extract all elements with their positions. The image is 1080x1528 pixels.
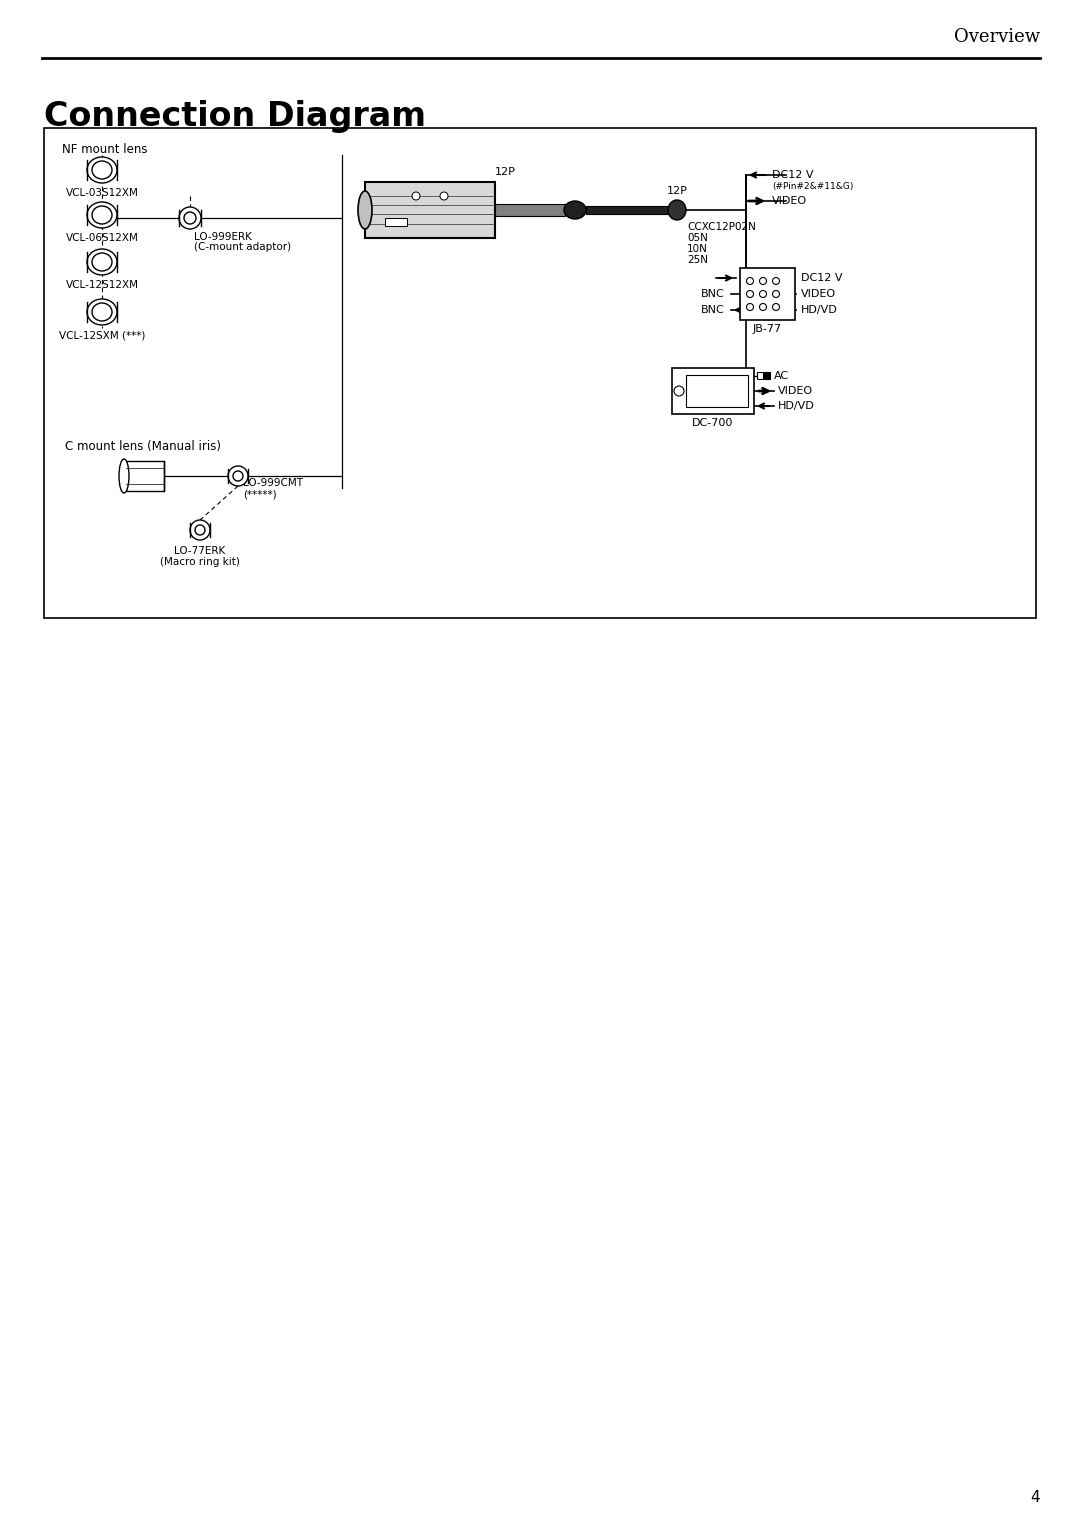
Ellipse shape	[564, 202, 586, 219]
Text: Overview: Overview	[954, 28, 1040, 46]
Bar	[384, 219, 407, 226]
Ellipse shape	[119, 458, 129, 494]
Ellipse shape	[357, 191, 372, 229]
Bar	[757, 371, 762, 379]
Ellipse shape	[184, 212, 195, 225]
Text: 12P: 12P	[495, 167, 515, 177]
Ellipse shape	[92, 206, 112, 225]
Ellipse shape	[92, 303, 112, 321]
Text: (#Pin#2&#11&G): (#Pin#2&#11&G)	[772, 182, 853, 191]
Text: (Macro ring kit): (Macro ring kit)	[160, 558, 240, 567]
Text: VIDEO: VIDEO	[778, 387, 813, 396]
Circle shape	[674, 387, 684, 396]
Circle shape	[772, 290, 780, 298]
Text: (C-mount adaptor): (C-mount adaptor)	[194, 241, 292, 252]
Text: AC: AC	[774, 371, 789, 380]
Text: VCL-06S12XM: VCL-06S12XM	[66, 232, 138, 243]
Ellipse shape	[228, 466, 248, 486]
Text: Connection Diagram: Connection Diagram	[44, 99, 426, 133]
Ellipse shape	[190, 520, 210, 539]
Circle shape	[746, 278, 754, 284]
Text: DC12 V: DC12 V	[772, 170, 813, 180]
Circle shape	[746, 290, 754, 298]
Ellipse shape	[233, 471, 243, 481]
Bar	[686, 374, 748, 406]
Text: HD/VD: HD/VD	[778, 400, 814, 411]
Text: DC-700: DC-700	[692, 419, 733, 428]
Circle shape	[772, 304, 780, 310]
Circle shape	[746, 304, 754, 310]
Ellipse shape	[179, 206, 201, 229]
Text: 4: 4	[1030, 1490, 1040, 1505]
Text: VCL-12S12XM: VCL-12S12XM	[66, 280, 138, 290]
Bar	[740, 267, 795, 319]
Bar	[44, 128, 1036, 617]
Text: DC12 V: DC12 V	[801, 274, 842, 283]
Text: BNC: BNC	[701, 289, 725, 299]
Text: LO-999CMT: LO-999CMT	[243, 478, 303, 487]
Bar	[672, 368, 754, 414]
Circle shape	[759, 290, 767, 298]
Ellipse shape	[87, 202, 117, 228]
Bar	[365, 182, 495, 238]
Text: C mount lens (Manual iris): C mount lens (Manual iris)	[65, 440, 221, 452]
Bar	[764, 371, 770, 379]
Ellipse shape	[195, 526, 205, 535]
Ellipse shape	[87, 249, 117, 275]
Text: LO-77ERK: LO-77ERK	[174, 545, 226, 556]
Text: BNC: BNC	[701, 306, 725, 315]
Text: (*****): (*****)	[243, 489, 276, 500]
Ellipse shape	[669, 200, 686, 220]
Text: HD/VD: HD/VD	[801, 306, 838, 315]
Ellipse shape	[92, 254, 112, 270]
Text: 05N: 05N	[687, 232, 707, 243]
Circle shape	[440, 193, 448, 200]
Text: VCL-12SXM (***): VCL-12SXM (***)	[58, 330, 145, 341]
Bar	[586, 206, 669, 214]
Text: CCXC12P02N: CCXC12P02N	[687, 222, 756, 232]
Text: NF mount lens: NF mount lens	[62, 144, 148, 156]
Text: VIDEO: VIDEO	[801, 289, 836, 299]
Text: LO-999ERK: LO-999ERK	[194, 232, 252, 241]
Circle shape	[759, 304, 767, 310]
Text: 12P: 12P	[666, 186, 688, 196]
Circle shape	[759, 278, 767, 284]
Bar	[495, 205, 565, 215]
Bar	[126, 461, 164, 490]
Circle shape	[772, 278, 780, 284]
Circle shape	[411, 193, 420, 200]
Ellipse shape	[92, 160, 112, 179]
Ellipse shape	[87, 157, 117, 183]
Text: VIDEO: VIDEO	[772, 196, 807, 206]
Ellipse shape	[87, 299, 117, 325]
Text: JB-77: JB-77	[753, 324, 782, 335]
Text: 25N: 25N	[687, 255, 708, 264]
Text: 10N: 10N	[687, 244, 707, 254]
Text: VCL-03S12XM: VCL-03S12XM	[66, 188, 138, 199]
